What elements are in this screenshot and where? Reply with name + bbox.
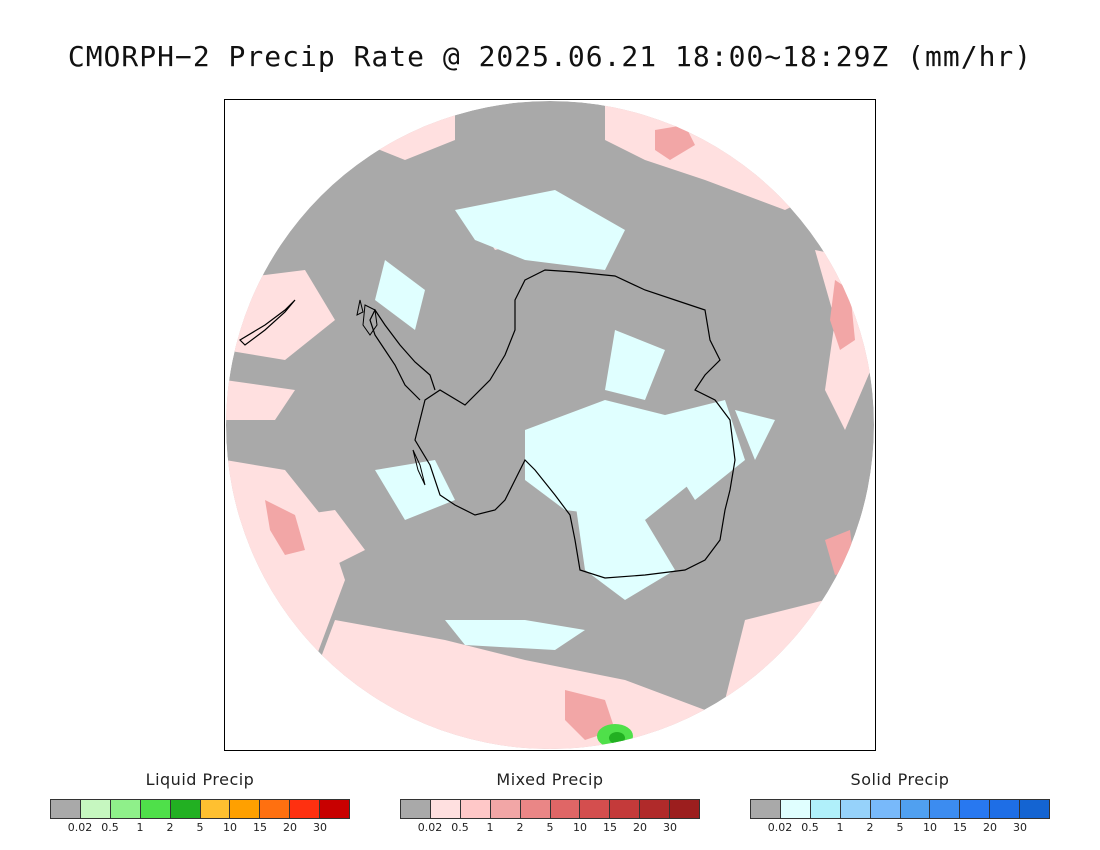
legend-title: Liquid Precip bbox=[145, 770, 255, 789]
legend-color-bar bbox=[50, 799, 350, 819]
legend-ticks: 0.02 0.5 1 2 5 10 15 20 30 bbox=[50, 821, 350, 835]
legend-swatch bbox=[170, 800, 201, 818]
legend-tick-label: 0.02 bbox=[67, 821, 93, 834]
peninsula-islands-coastline bbox=[356, 299, 426, 486]
legend-swatch bbox=[1020, 800, 1050, 818]
legend-tick-label: 1 bbox=[486, 821, 494, 834]
antarctica-coastline bbox=[414, 269, 736, 579]
legend-tick-label: 1 bbox=[136, 821, 144, 834]
legend-swatch bbox=[930, 800, 961, 818]
legend-tick-label: 0.5 bbox=[801, 821, 819, 834]
legend-tick-label: 20 bbox=[283, 821, 297, 834]
legend-swatch bbox=[990, 800, 1021, 818]
legend-swatch bbox=[840, 800, 871, 818]
legend-tick-label: 2 bbox=[516, 821, 524, 834]
legend-title: Mixed Precip bbox=[496, 770, 604, 789]
legend-swatch bbox=[810, 800, 841, 818]
legend-swatch bbox=[900, 800, 931, 818]
legend-swatch bbox=[780, 800, 811, 818]
south-america-coastline bbox=[239, 299, 296, 346]
legend-swatch bbox=[200, 800, 231, 818]
legend-tick-label: 2 bbox=[866, 821, 874, 834]
legend-tick-label: 0.5 bbox=[451, 821, 469, 834]
antarctic-peninsula-coastline bbox=[369, 308, 436, 401]
legend-tick-label: 2 bbox=[166, 821, 174, 834]
legend-swatch bbox=[110, 800, 141, 818]
legend-tick-label: 20 bbox=[983, 821, 997, 834]
legend-tick-label: 0.02 bbox=[417, 821, 443, 834]
legend-tick-label: 10 bbox=[223, 821, 237, 834]
legend-swatch bbox=[460, 800, 491, 818]
legend-color-bar bbox=[400, 799, 700, 819]
legend-tick-label: 10 bbox=[923, 821, 937, 834]
legend-swatch bbox=[430, 800, 461, 818]
legend-tick-label: 5 bbox=[896, 821, 904, 834]
legend-mixed: Mixed Precip 0.02 0.5 1 2 5 10 15 20 30 bbox=[400, 770, 700, 835]
legend-swatch bbox=[751, 800, 781, 818]
legend-swatch bbox=[610, 800, 641, 818]
legend-tick-label: 15 bbox=[603, 821, 617, 834]
legend-swatch bbox=[490, 800, 521, 818]
legend-ticks: 0.02 0.5 1 2 5 10 15 20 30 bbox=[750, 821, 1050, 835]
legend-tick-label: 30 bbox=[663, 821, 677, 834]
legend-swatch bbox=[870, 800, 901, 818]
legend-swatch bbox=[320, 800, 350, 818]
map-title: CMORPH−2 Precip Rate @ 2025.06.21 18:00~… bbox=[67, 40, 1033, 73]
legend-tick-label: 0.02 bbox=[767, 821, 793, 834]
legend-swatch bbox=[290, 800, 321, 818]
legend-tick-label: 20 bbox=[633, 821, 647, 834]
legend-swatch bbox=[401, 800, 431, 818]
legend-swatch bbox=[51, 800, 81, 818]
legend-tick-label: 30 bbox=[313, 821, 327, 834]
legend-tick-label: 30 bbox=[1013, 821, 1027, 834]
legend-swatch bbox=[550, 800, 581, 818]
legend-swatch bbox=[230, 800, 261, 818]
legend-swatch bbox=[80, 800, 111, 818]
legend-tick-label: 5 bbox=[546, 821, 554, 834]
legend-swatch bbox=[640, 800, 671, 818]
solid-light-areas bbox=[375, 190, 775, 650]
legend-solid: Solid Precip 0.02 0.5 1 2 5 10 15 20 30 bbox=[750, 770, 1050, 835]
map-frame[interactable] bbox=[224, 99, 876, 751]
legend-color-bar bbox=[750, 799, 1050, 819]
legend-tick-label: 0.5 bbox=[101, 821, 119, 834]
legend-ticks: 0.02 0.5 1 2 5 10 15 20 30 bbox=[400, 821, 700, 835]
legend-tick-label: 5 bbox=[196, 821, 204, 834]
legend-tick-label: 15 bbox=[253, 821, 267, 834]
legend-swatch bbox=[670, 800, 700, 818]
legend-liquid: Liquid Precip 0.02 0.5 1 2 5 10 15 20 30 bbox=[50, 770, 350, 835]
legend-swatch bbox=[140, 800, 171, 818]
legend-swatch bbox=[520, 800, 551, 818]
legend-title: Solid Precip bbox=[850, 770, 950, 789]
precip-map bbox=[226, 101, 874, 749]
liquid-areas bbox=[597, 724, 633, 748]
legend-tick-label: 1 bbox=[836, 821, 844, 834]
legend-swatch bbox=[580, 800, 611, 818]
legend-swatch bbox=[960, 800, 991, 818]
legend-tick-label: 10 bbox=[573, 821, 587, 834]
legend-swatch bbox=[260, 800, 291, 818]
legend-tick-label: 15 bbox=[953, 821, 967, 834]
